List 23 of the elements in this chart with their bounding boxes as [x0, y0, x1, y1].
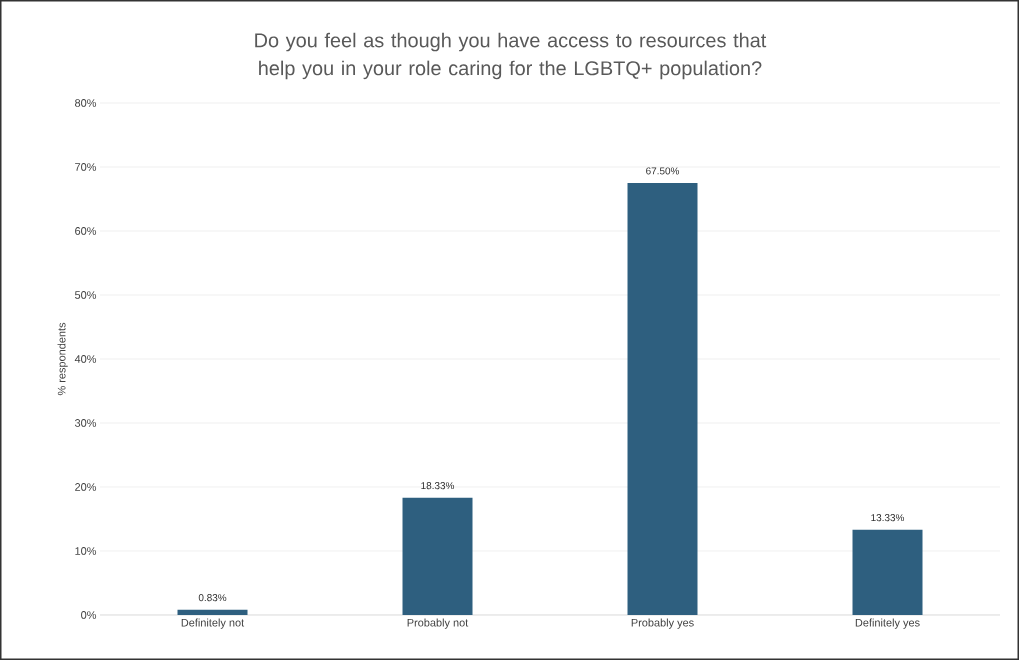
x-tick-label: Definitely not [181, 618, 245, 629]
y-tick-label: 60% [75, 227, 97, 235]
y-tick-label: 40% [74, 355, 97, 363]
data-label: 18.33% [421, 482, 455, 490]
x-tick-label: Definitely yes [855, 618, 920, 629]
data-label: 67.50% [646, 167, 680, 175]
y-tick-label: 20% [75, 483, 97, 491]
bar [852, 529, 923, 615]
bar [402, 497, 473, 615]
bar [627, 182, 698, 615]
y-tick-label: 80% [75, 99, 97, 107]
x-tick-label: Probably yes [631, 618, 694, 629]
x-tick-label: Probably not [407, 618, 469, 629]
y-axis-title: % respondents [57, 322, 68, 396]
y-tick-label: 70% [75, 163, 97, 171]
y-tick-label: 10% [75, 547, 97, 555]
bar [177, 609, 248, 615]
data-label: 0.83% [198, 594, 227, 602]
data-label: 13.33% [871, 514, 905, 522]
y-tick-label: 50% [74, 291, 97, 299]
y-tick-label: 30% [74, 419, 97, 427]
chart-title: Do you feel as though you have access to resources that help you in your role caring for the LGBTQ+ population? [255, 32, 767, 80]
y-tick-label: 0% [81, 611, 97, 619]
